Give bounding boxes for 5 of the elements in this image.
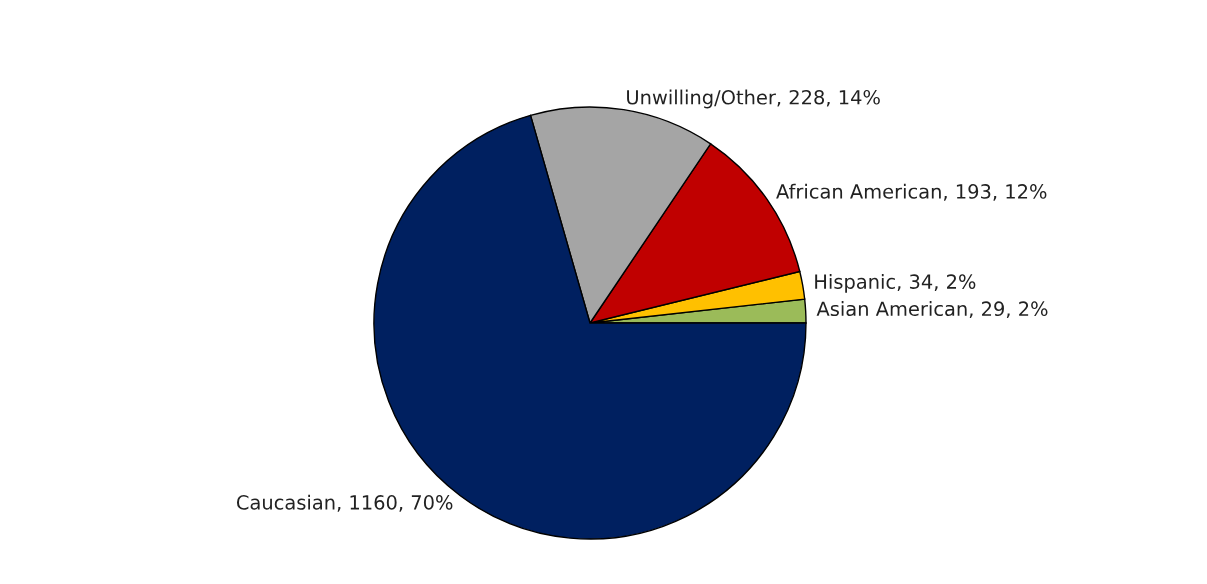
slice-label: Hispanic, 34, 2% [815, 273, 976, 293]
slice-label: Caucasian, 1160, 70% [236, 494, 453, 512]
slice-label: Asian American, 29, 2% [816, 301, 1048, 319]
slice-label: Unwilling/Other, 228, 14% [627, 89, 880, 109]
slice-label: African American, 193, 12% [776, 183, 1047, 201]
